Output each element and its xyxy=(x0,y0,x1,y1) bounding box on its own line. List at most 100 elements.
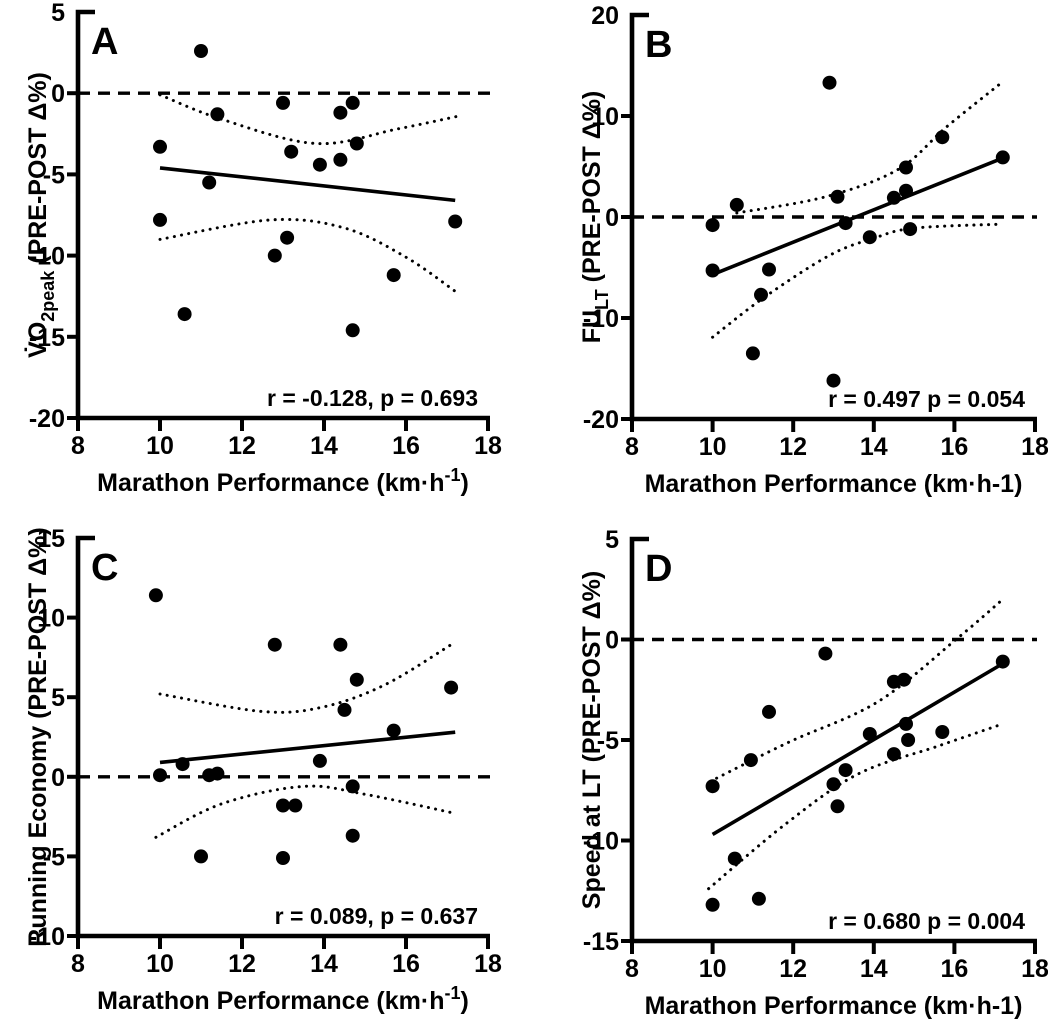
data-point xyxy=(345,95,360,110)
panel-c: 8 10 12 14 16 18 15 10 5 0 -5 -10 Marathon Performan… xyxy=(0,512,524,1024)
data-point xyxy=(995,150,1010,165)
data-point xyxy=(202,175,217,190)
data-point xyxy=(345,828,360,843)
y-tick-label: 0 xyxy=(605,204,619,232)
y-tick-label: -10 xyxy=(583,828,619,856)
data-point xyxy=(705,779,720,794)
data-point xyxy=(312,753,327,768)
data-point xyxy=(448,214,463,229)
x-tick-label: 18 xyxy=(1021,433,1048,461)
panel-a: 8 10 12 14 16 18 5 0 -5 -10 -15 -20 Marathon Perform… xyxy=(0,0,524,512)
x-tick-label: 8 xyxy=(71,950,85,978)
data-point xyxy=(194,849,208,864)
y-axis-title: Speed at LT (PRE-POST Δ%) xyxy=(578,571,606,909)
confidence-band-lower xyxy=(707,722,1005,891)
stats-annotation: r = 0.497 p = 0.054 xyxy=(828,386,1025,412)
y-tick-label: -15 xyxy=(583,928,619,956)
data-point xyxy=(818,646,833,661)
x-axis-title: Marathon Performance (km·h-1) xyxy=(645,470,1023,498)
confidence-band-upper xyxy=(158,643,453,714)
x-tick-label: 14 xyxy=(310,432,338,460)
y-axis-title: V̇O2peak (PRE-POST Δ%) xyxy=(23,72,58,358)
y-tick-label: 15 xyxy=(37,525,65,553)
x-tick-label: 14 xyxy=(310,950,338,978)
data-point xyxy=(267,637,282,652)
data-point xyxy=(762,704,776,719)
y-tick-label: 5 xyxy=(51,684,65,712)
y-axis-title: FULT (PRE-POST Δ%) xyxy=(578,91,612,344)
axis-frame xyxy=(75,9,490,421)
data-point xyxy=(886,674,901,689)
data-point xyxy=(276,851,290,865)
x-tick-label: 14 xyxy=(860,955,888,983)
x-tick-label: 12 xyxy=(228,950,256,978)
data-point xyxy=(148,588,163,603)
data-point xyxy=(386,723,401,738)
panel-label: A xyxy=(91,21,118,63)
x-axis-title: Marathon Performance (km·h-1) xyxy=(97,983,469,1015)
y-tick-label: -20 xyxy=(583,406,619,434)
y-tick-label: 0 xyxy=(51,80,65,108)
data-point xyxy=(743,753,758,768)
x-axis-title: Marathon Performance (km·h-1) xyxy=(97,465,469,497)
y-tick-label: 5 xyxy=(51,0,65,27)
data-point xyxy=(153,212,167,227)
x-tick-label: 16 xyxy=(392,432,420,460)
stats-annotation: r = 0.089, p = 0.637 xyxy=(275,903,478,929)
panel-label: D xyxy=(645,548,672,590)
confidence-band-upper xyxy=(715,597,1005,780)
panel-d: 8 10 12 14 16 18 5 0 -5 -10 -15 Marathon Performanc… xyxy=(524,512,1048,1024)
data-point xyxy=(729,197,744,212)
data-point xyxy=(333,105,348,120)
stats-annotation: r = 0.680 p = 0.004 xyxy=(828,908,1025,934)
x-tick-label: 14 xyxy=(860,433,888,461)
panel-label: B xyxy=(645,24,672,66)
data-point xyxy=(838,763,853,778)
x-tick-label: 12 xyxy=(228,432,256,460)
y-tick-label: -5 xyxy=(597,727,619,755)
data-point xyxy=(194,44,208,58)
data-point xyxy=(862,727,877,741)
data-point xyxy=(830,799,845,814)
data-point xyxy=(345,779,360,794)
data-point xyxy=(705,218,720,233)
stats-annotation: r = -0.128, p = 0.693 xyxy=(267,385,478,411)
y-axis-title: Running Economy (PRE-POST Δ%) xyxy=(24,527,52,946)
data-point xyxy=(727,851,742,866)
data-point xyxy=(386,268,401,283)
x-tick-label: 16 xyxy=(940,955,968,983)
x-tick-label: 10 xyxy=(146,432,174,460)
x-tick-label: 10 xyxy=(699,955,727,983)
confidence-band-lower xyxy=(154,784,457,839)
panel-label: C xyxy=(91,547,118,589)
confidence-band-lower xyxy=(158,217,457,293)
x-tick-label: 8 xyxy=(625,433,639,461)
data-point xyxy=(935,725,950,739)
data-point xyxy=(312,157,327,172)
data-point xyxy=(210,107,225,122)
data-point xyxy=(177,307,192,322)
data-point xyxy=(901,733,916,747)
data-point xyxy=(333,152,348,167)
x-tick-label: 12 xyxy=(779,433,807,461)
data-point xyxy=(995,654,1010,669)
data-point xyxy=(822,75,837,90)
data-point xyxy=(935,130,950,145)
y-tick-label: 10 xyxy=(37,605,65,633)
x-tick-label: 8 xyxy=(625,955,639,983)
data-point xyxy=(826,777,841,792)
data-point xyxy=(345,323,360,338)
y-tick-label: -10 xyxy=(29,923,65,951)
data-point xyxy=(903,222,918,237)
y-tick-label: -15 xyxy=(29,324,65,352)
data-point xyxy=(751,891,766,906)
data-point xyxy=(899,183,913,198)
y-tick-label: 0 xyxy=(605,627,619,655)
x-tick-label: 8 xyxy=(71,432,85,460)
x-tick-label: 18 xyxy=(474,432,502,460)
data-point xyxy=(886,190,901,205)
confidence-band-upper xyxy=(158,93,461,146)
scatter-chart-b: 8 10 12 14 16 18 20 10 0 -10 -20 Marathon Performan… xyxy=(578,2,1048,498)
data-point xyxy=(210,766,225,781)
